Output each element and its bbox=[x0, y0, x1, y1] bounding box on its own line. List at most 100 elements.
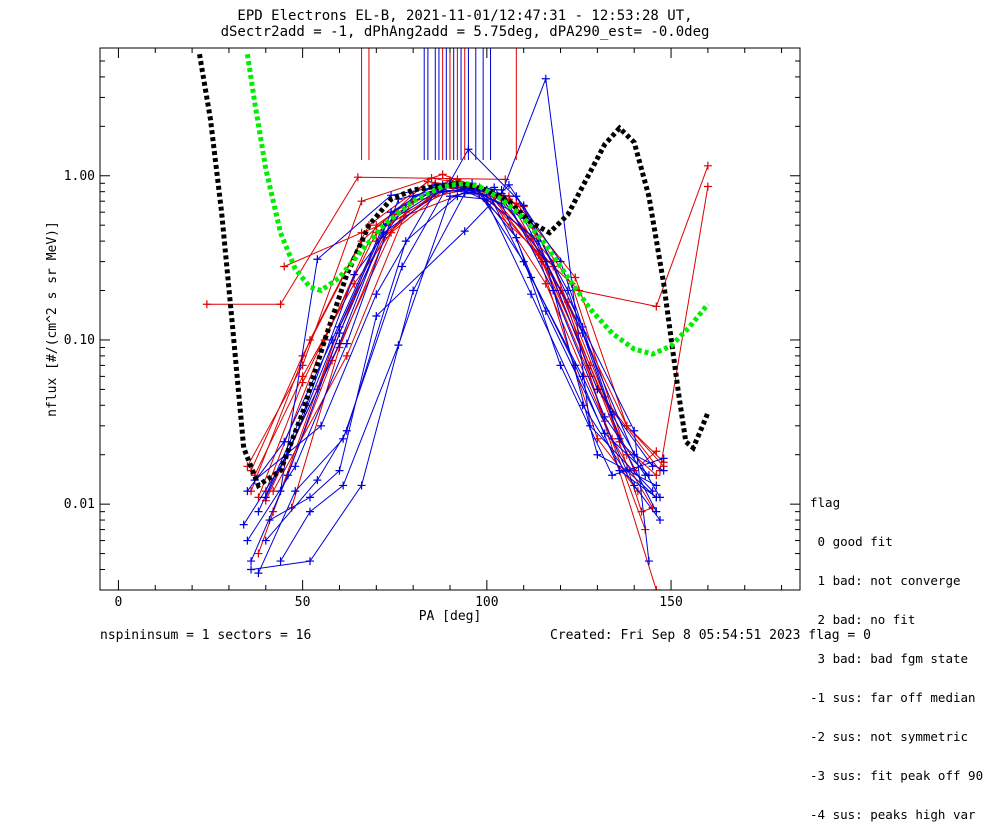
series-point-21 bbox=[372, 290, 381, 299]
series-point-0 bbox=[202, 300, 211, 309]
series-point-8 bbox=[541, 279, 550, 288]
series-point-22 bbox=[648, 487, 657, 496]
series-point-1 bbox=[703, 161, 712, 170]
series-point-19 bbox=[335, 466, 344, 475]
legend-title: flag bbox=[810, 495, 841, 510]
fit-curves-layer bbox=[197, 53, 711, 490]
x-tick-label: 50 bbox=[295, 595, 311, 610]
series-point-24 bbox=[600, 412, 609, 421]
legend-item: 0 good fit bbox=[810, 534, 893, 549]
series-point-19 bbox=[608, 410, 617, 419]
series-point-23 bbox=[512, 233, 521, 242]
series-point-24 bbox=[641, 471, 650, 480]
series-point-16 bbox=[357, 481, 366, 490]
series-point-14 bbox=[291, 462, 300, 471]
series-point-0 bbox=[353, 173, 362, 182]
series-point-3 bbox=[306, 335, 314, 344]
series-point-17 bbox=[519, 201, 528, 210]
series-point-12 bbox=[269, 487, 278, 496]
series-point-16 bbox=[652, 507, 661, 516]
series-point-21 bbox=[578, 372, 587, 381]
series-point-13 bbox=[527, 290, 536, 299]
series-point-24 bbox=[497, 185, 506, 194]
series-point-19 bbox=[265, 516, 274, 525]
series-line-22 bbox=[280, 78, 653, 492]
series-point-17 bbox=[630, 426, 639, 435]
series-point-3 bbox=[652, 447, 661, 456]
series-point-23 bbox=[335, 339, 344, 348]
footer-created-info: Created: Fri Sep 8 05:54:51 2023 flag = … bbox=[550, 628, 871, 643]
series-point-20 bbox=[276, 557, 285, 566]
series-line-15 bbox=[250, 189, 657, 562]
series-point-17 bbox=[291, 487, 300, 496]
series-line-11 bbox=[254, 189, 665, 476]
series-point-14 bbox=[342, 339, 351, 348]
series-point-17 bbox=[644, 557, 653, 566]
series-point-13 bbox=[239, 520, 248, 529]
series-point-20 bbox=[446, 192, 454, 201]
series-point-9 bbox=[427, 173, 436, 182]
series-point-2 bbox=[357, 197, 366, 206]
series-point-25 bbox=[659, 466, 668, 475]
series-point-18 bbox=[261, 536, 270, 545]
series-point-23 bbox=[387, 208, 396, 217]
series-point-1 bbox=[280, 262, 289, 271]
series-point-13 bbox=[656, 516, 664, 525]
series-point-10 bbox=[652, 586, 661, 590]
vertical-markers-layer bbox=[361, 48, 517, 160]
series-point-23 bbox=[659, 454, 668, 463]
footer-spin-info: nspininsum = 1 sectors = 16 bbox=[100, 628, 312, 643]
series-point-25 bbox=[254, 507, 263, 516]
series-point-11 bbox=[298, 372, 307, 381]
series-point-18 bbox=[453, 192, 462, 201]
y-axis-label: nflux [#/(cm^2 s sr MeV)] bbox=[45, 221, 60, 417]
flux-chart: 0 50 100 150 0.01 0.10 1.00 PA [deg] nflux [#/(c… bbox=[45, 47, 801, 624]
y-tick-label: 0.01 bbox=[64, 497, 95, 512]
series-point-16 bbox=[409, 286, 418, 295]
legend-item: 1 bad: not converge bbox=[810, 573, 961, 588]
series-point-22 bbox=[276, 487, 285, 496]
series-point-1 bbox=[652, 302, 661, 311]
series-point-16 bbox=[306, 557, 314, 566]
fit-curve-green bbox=[244, 53, 710, 357]
series-point-12 bbox=[342, 351, 351, 360]
series-point-0 bbox=[501, 175, 510, 184]
series-point-22 bbox=[541, 74, 550, 83]
series-point-8 bbox=[254, 549, 263, 558]
legend-item: -2 sus: not symmetric bbox=[810, 729, 969, 744]
series-point-18 bbox=[313, 476, 322, 485]
series-point-16 bbox=[247, 565, 256, 574]
x-axis-label: PA [deg] bbox=[419, 609, 482, 624]
series-point-11 bbox=[622, 421, 631, 430]
series-point-25 bbox=[630, 450, 639, 459]
series-point-6 bbox=[652, 471, 661, 480]
series-point-0 bbox=[276, 300, 285, 309]
series-point-14 bbox=[243, 536, 252, 545]
series-point-20 bbox=[339, 481, 348, 490]
axes-layer: 0 50 100 150 0.01 0.10 1.00 PA [deg] nflux [#/(c… bbox=[45, 47, 801, 624]
series-point-18 bbox=[593, 385, 602, 394]
series-point-13 bbox=[578, 401, 587, 410]
chart-title-line1: EPD Electrons EL-B, 2021-11-01/12:47:31 … bbox=[237, 8, 693, 24]
legend-item: 3 bad: bad fgm state bbox=[810, 651, 969, 666]
series-point-19 bbox=[460, 227, 469, 236]
series-point-2 bbox=[703, 182, 712, 191]
series-point-20 bbox=[593, 450, 602, 459]
series-point-23 bbox=[608, 471, 617, 480]
series-point-19 bbox=[372, 311, 381, 320]
series-point-23 bbox=[556, 361, 565, 370]
series-layer bbox=[202, 74, 712, 590]
y-tick-label: 1.00 bbox=[64, 169, 95, 184]
series-line-13 bbox=[243, 182, 661, 525]
series-point-19 bbox=[306, 493, 314, 502]
x-tick-label: 100 bbox=[475, 595, 498, 610]
series-point-15 bbox=[283, 471, 292, 480]
series-point-2 bbox=[438, 170, 447, 179]
x-tick-label: 0 bbox=[115, 595, 123, 610]
flag-legend: flag 0 good fit 1 bad: not converge 2 ba… bbox=[810, 470, 983, 834]
series-point-10 bbox=[372, 221, 381, 230]
series-point-24 bbox=[280, 437, 289, 446]
series-point-11 bbox=[571, 273, 580, 282]
series-line-5 bbox=[265, 186, 646, 530]
series-point-17 bbox=[398, 262, 407, 271]
